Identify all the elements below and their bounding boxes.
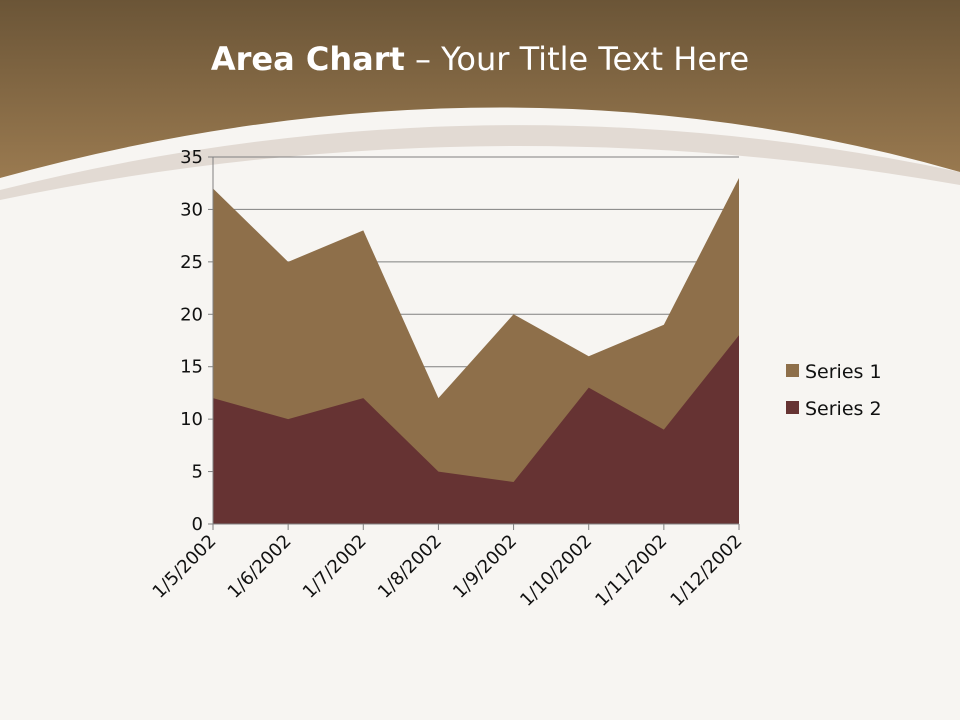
x-tick-label: 1/11/2002 bbox=[591, 531, 671, 611]
y-tick-label: 20 bbox=[180, 304, 203, 325]
legend-label: Series 2 bbox=[805, 398, 882, 420]
y-tick-label: 35 bbox=[180, 147, 203, 168]
x-tick-label: 1/6/2002 bbox=[224, 531, 296, 603]
header-band bbox=[0, 0, 960, 178]
x-tick-label: 1/7/2002 bbox=[299, 531, 371, 603]
y-tick-label: 25 bbox=[180, 252, 203, 273]
y-tick-label: 5 bbox=[192, 462, 203, 483]
x-tick-label: 1/8/2002 bbox=[374, 531, 446, 603]
legend-swatch bbox=[786, 401, 799, 414]
x-tick-label: 1/12/2002 bbox=[666, 531, 746, 611]
x-tick-label: 1/9/2002 bbox=[449, 531, 521, 603]
area-series-2 bbox=[213, 335, 739, 524]
legend-label: Series 1 bbox=[805, 361, 882, 383]
header-arc bbox=[0, 125, 960, 200]
legend-swatch bbox=[786, 364, 799, 377]
slide-title: Area Chart – Your Title Text Here bbox=[0, 40, 960, 78]
y-tick-label: 30 bbox=[180, 199, 203, 220]
y-tick-label: 10 bbox=[180, 409, 203, 430]
title-rest: – Your Title Text Here bbox=[404, 40, 750, 78]
y-tick-label: 15 bbox=[180, 357, 203, 378]
x-tick-label: 1/5/2002 bbox=[149, 531, 221, 603]
x-tick-label: 1/10/2002 bbox=[516, 531, 596, 611]
title-bold: Area Chart bbox=[210, 40, 405, 78]
y-tick-label: 0 bbox=[192, 514, 203, 535]
